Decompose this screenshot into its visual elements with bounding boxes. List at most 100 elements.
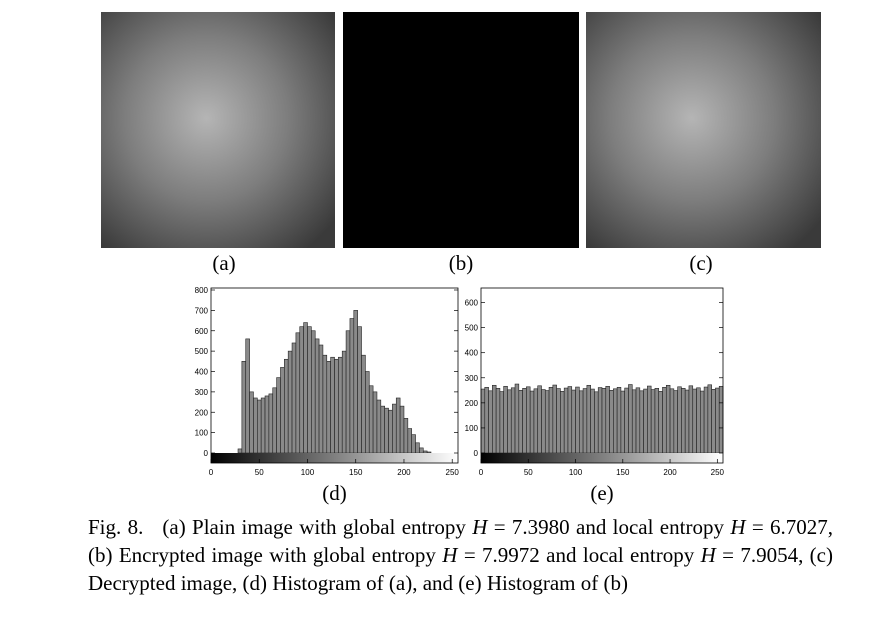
histogram-bar xyxy=(345,330,351,454)
y-tick-label: 800 xyxy=(195,286,209,295)
histogram-bar xyxy=(700,390,705,454)
histogram-bar xyxy=(388,409,393,454)
histogram-bar xyxy=(276,377,281,454)
histogram-bar xyxy=(522,388,527,454)
encrypted-image xyxy=(343,12,579,248)
histogram-bar xyxy=(601,388,607,454)
x-tick-label: 50 xyxy=(255,468,264,477)
histogram-bar xyxy=(563,387,569,454)
histogram-bar xyxy=(399,405,405,454)
histogram-bar xyxy=(609,390,614,454)
histogram-bar xyxy=(264,395,270,454)
plot-frame xyxy=(210,287,459,464)
histogram-bar xyxy=(488,390,493,454)
histogram-bar xyxy=(635,387,641,454)
histogram-bar xyxy=(681,388,686,454)
histogram-bar xyxy=(380,405,385,454)
histogram-bar xyxy=(349,318,355,454)
decrypted-image xyxy=(586,12,821,248)
histogram-bar xyxy=(518,390,523,454)
caption-text: H xyxy=(442,543,458,567)
histogram-bar xyxy=(526,386,531,454)
histogram-bar xyxy=(582,388,588,454)
histogram-bar xyxy=(260,397,266,454)
plot-frame xyxy=(480,287,724,464)
histogram-bar xyxy=(280,367,285,454)
x-tick-label: 250 xyxy=(711,468,725,477)
histogram-bar xyxy=(544,390,550,454)
caption-text: = 7.3980 and local entropy xyxy=(487,515,731,539)
y-tick-label: 700 xyxy=(195,306,209,315)
histogram-bar xyxy=(658,391,663,454)
x-tick-label: 100 xyxy=(569,468,583,477)
histogram-bar xyxy=(571,389,576,454)
histogram-bar xyxy=(241,361,247,454)
histogram-bar xyxy=(605,385,610,454)
y-tick-label: 300 xyxy=(465,374,479,383)
y-tick-label: 400 xyxy=(465,349,479,358)
histogram-bar xyxy=(415,442,420,454)
caption-text: H xyxy=(472,515,488,539)
y-tick-label: 600 xyxy=(465,299,479,308)
histogram-bar xyxy=(556,388,561,454)
histogram-bar xyxy=(392,403,397,454)
histogram-bar xyxy=(586,384,591,454)
panel-label: (a) xyxy=(212,251,235,275)
y-tick-label: 400 xyxy=(195,368,209,377)
intensity-strip xyxy=(481,453,723,463)
histogram-bar xyxy=(314,338,320,454)
histogram-bar xyxy=(326,361,331,454)
histogram-bar xyxy=(341,350,347,454)
caption-text: = 7.9972 and local entropy xyxy=(457,543,701,567)
histogram-bar xyxy=(303,322,308,454)
histogram-bar xyxy=(692,388,697,454)
histogram-bar xyxy=(684,389,690,454)
histogram-bar xyxy=(311,330,316,454)
y-tick-label: 600 xyxy=(195,327,209,336)
histogram-bar xyxy=(707,384,712,454)
histogram-bar xyxy=(696,387,701,454)
histogram-bar xyxy=(669,388,675,454)
histogram-bar xyxy=(718,385,724,454)
histogram-bar xyxy=(628,384,633,454)
y-tick-label: 0 xyxy=(204,449,209,458)
histogram-bar xyxy=(575,386,580,454)
histogram-bar xyxy=(703,386,709,454)
histogram-bar xyxy=(510,387,516,454)
caption-text: = 6.7027, (b) Encrypted image with globa… xyxy=(88,515,839,567)
histogram-bar xyxy=(419,447,424,454)
histogram-bar xyxy=(318,344,324,454)
histogram-bar xyxy=(590,388,595,454)
histogram-bar xyxy=(249,391,254,454)
histogram-bar xyxy=(711,389,716,454)
histogram-bar xyxy=(499,391,504,454)
histogram-bar xyxy=(715,387,720,454)
panel-label: (b) xyxy=(449,251,474,275)
histogram-bar xyxy=(613,388,618,454)
x-tick-label: 200 xyxy=(397,468,411,477)
x-tick-label: 0 xyxy=(209,468,214,477)
histogram-bar xyxy=(287,350,293,454)
histogram-bar xyxy=(662,386,667,454)
histogram-bar xyxy=(426,451,432,454)
x-tick-label: 150 xyxy=(616,468,630,477)
histogram-bar xyxy=(514,383,520,454)
histogram-bar xyxy=(643,388,648,454)
panel-label: (e) xyxy=(590,481,613,505)
histogram-bar xyxy=(291,342,297,454)
histogram-bar xyxy=(673,390,678,454)
y-tick-label: 500 xyxy=(465,324,479,333)
histogram-bar xyxy=(620,390,625,454)
histogram-bar xyxy=(353,310,358,454)
histogram-bar xyxy=(677,386,682,454)
histogram-bar xyxy=(631,389,637,454)
y-tick-label: 100 xyxy=(195,429,209,438)
histogram-bar xyxy=(322,354,328,454)
histogram-bar xyxy=(268,393,274,454)
histogram-bar xyxy=(665,384,671,454)
histogram-bar xyxy=(338,356,343,454)
histogram-bar xyxy=(403,418,409,454)
histogram-bar xyxy=(537,385,542,454)
